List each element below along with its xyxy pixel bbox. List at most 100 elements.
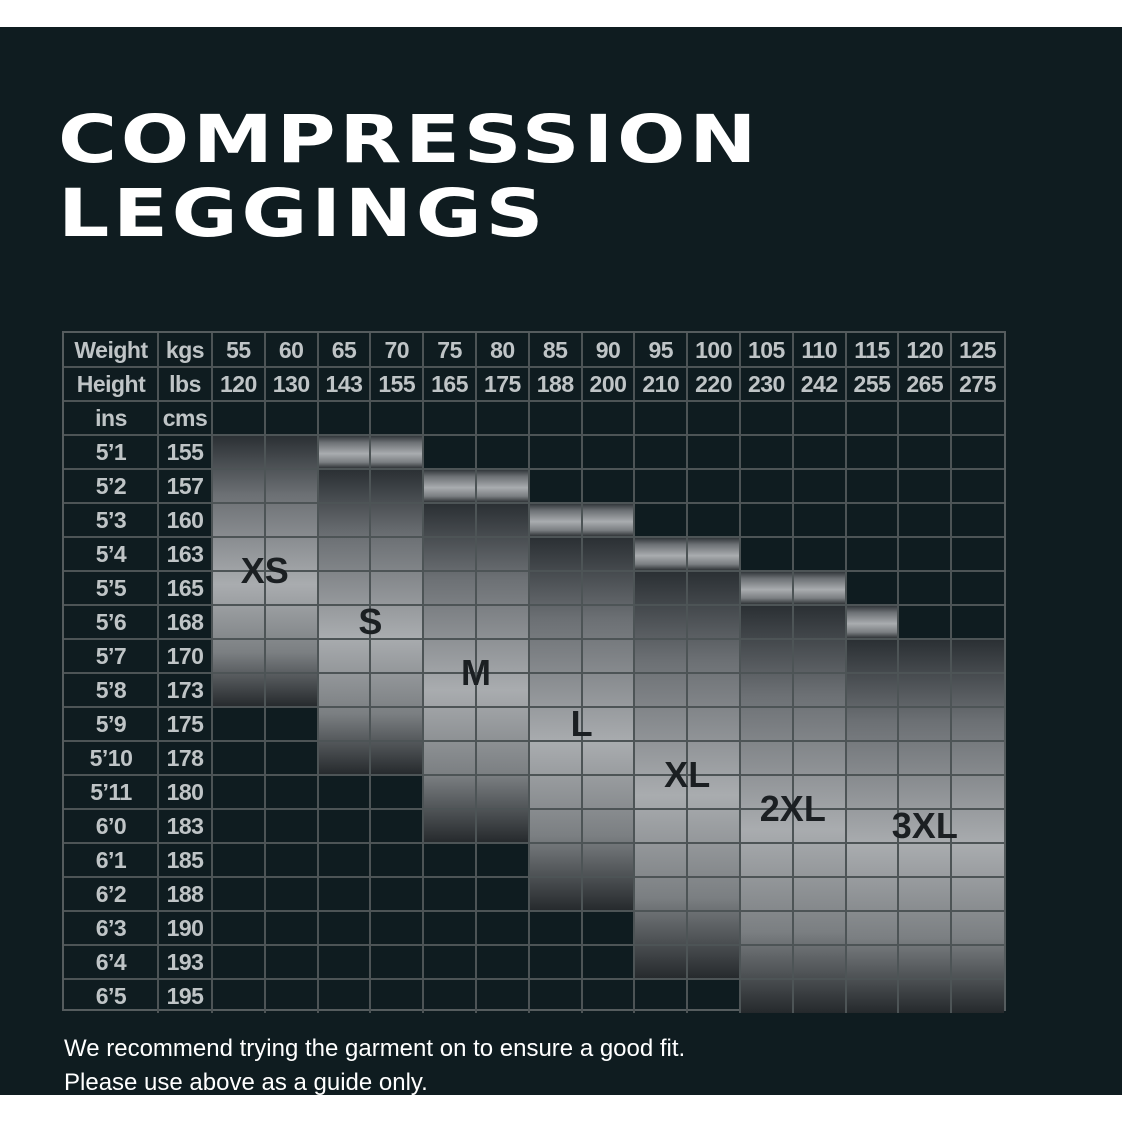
row-height-cms: 165	[166, 574, 204, 601]
header-value: 143	[325, 370, 363, 397]
header-value: 75	[437, 336, 462, 363]
row-height-ins: 6’0	[95, 812, 127, 839]
row-height-ins: 5’9	[95, 710, 127, 737]
row-height-cms: 163	[166, 540, 204, 567]
row-height-cms: 185	[166, 846, 204, 873]
grid-line-h	[64, 740, 1004, 742]
header-value: 210	[642, 370, 680, 397]
row-height-ins: 5’5	[95, 574, 127, 601]
guide-disclaimer-note: Please use above as a guide only.	[64, 1069, 428, 1096]
header-unit: cms	[162, 404, 208, 431]
header-value: 80	[490, 336, 515, 363]
row-height-ins: 6’3	[95, 914, 127, 941]
title-line-1: COMPRESSION	[58, 101, 761, 178]
header-label: ins	[95, 404, 127, 431]
grid-line-h	[64, 468, 1004, 470]
grid-line-h	[64, 638, 1004, 640]
header-value: 95	[648, 336, 674, 363]
grid-line-v	[316, 333, 319, 1013]
row-height-ins: 5’10	[89, 744, 133, 771]
row-height-ins: 5’2	[95, 472, 127, 499]
header-value: 200	[589, 370, 627, 397]
size-label-3xl: 3XL	[891, 805, 958, 846]
fit-recommendation-note: We recommend trying the garment on to en…	[64, 1035, 686, 1062]
header-value: 230	[747, 370, 785, 397]
grid-line-h	[64, 842, 1004, 844]
row-height-cms: 157	[166, 472, 204, 499]
grid-line-h	[64, 604, 1004, 606]
grid-line-h	[64, 944, 1004, 946]
grid-line-v	[422, 333, 425, 1013]
grid-line-h	[64, 672, 1004, 674]
row-height-cms: 190	[166, 914, 204, 941]
title-line-2: LEGGINGS	[58, 175, 548, 252]
row-height-cms: 170	[166, 642, 204, 669]
row-height-ins: 5’4	[95, 540, 127, 567]
grid-line-v	[897, 333, 900, 1013]
grid-line-h	[64, 808, 1004, 810]
size-label-l: L	[570, 703, 593, 744]
header-value: 265	[906, 370, 944, 397]
grid-line-h	[64, 434, 1004, 436]
row-height-cms: 173	[166, 676, 204, 703]
row-height-ins: 6’1	[95, 846, 127, 873]
header-value: 275	[959, 370, 997, 397]
grid-line-v	[157, 333, 159, 1013]
row-height-cms: 193	[166, 948, 204, 975]
size-label-xl: XL	[664, 754, 711, 795]
header-value: 165	[431, 370, 469, 397]
size-chart-panel: COMPRESSION LEGGINGS Weight kgs 55 60 65 70 75…	[0, 27, 1122, 1096]
grid-line-v	[739, 333, 741, 1013]
header-value: 105	[747, 336, 785, 363]
grid-line-h	[64, 876, 1004, 878]
grid-line-h	[64, 366, 1004, 368]
size-band-3xl	[845, 639, 1004, 1013]
grid-line-v	[633, 333, 636, 1013]
grid-line-v	[369, 333, 372, 1013]
row-height-ins: 6’4	[95, 948, 127, 975]
size-band-3xl	[845, 605, 899, 639]
grid-line-v	[211, 333, 213, 1013]
size-grid: Weight kgs 55 60 65 70 75 80 85 90 95 100 105 110 115 1…	[62, 331, 1006, 1013]
row-height-cms: 155	[166, 438, 204, 465]
row-height-cms: 178	[166, 744, 204, 771]
grid-line-h	[64, 536, 1004, 538]
header-value: 60	[278, 336, 304, 363]
row-height-cms: 175	[166, 710, 204, 737]
grid-line-h	[64, 910, 1004, 912]
row-height-cms: 183	[166, 812, 204, 839]
header-value: 125	[959, 336, 997, 363]
header-value: 242	[800, 370, 838, 397]
header-value: 255	[853, 370, 891, 397]
row-height-ins: 5’8	[95, 676, 127, 703]
row-height-cms: 168	[166, 608, 204, 635]
grid-line-h	[64, 570, 1004, 572]
header-value: 110	[801, 336, 837, 363]
grid-line-v	[475, 333, 477, 1013]
row-height-cms: 195	[166, 982, 204, 1009]
size-label-s: S	[358, 601, 383, 642]
grid-line-v	[686, 333, 689, 1013]
grid-line-h	[64, 502, 1004, 504]
header-label: Weight	[74, 336, 148, 363]
grid-line-v	[791, 333, 794, 1013]
row-height-ins: 5’6	[95, 608, 127, 635]
grid-line-v	[950, 333, 953, 1013]
grid-line-v	[844, 333, 847, 1013]
row-height-cms: 188	[166, 880, 204, 907]
size-label-xs: XS	[240, 550, 289, 591]
row-height-ins: 6’5	[95, 982, 127, 1009]
grid-line-v	[263, 333, 266, 1013]
grid-line-h	[64, 400, 1004, 402]
header-value: 120	[219, 370, 257, 397]
grid-line-h	[64, 978, 1004, 980]
header-unit: kgs	[165, 336, 205, 363]
size-label-2xl: 2XL	[759, 788, 826, 829]
grid-line-v	[580, 333, 583, 1013]
size-label-m: M	[461, 652, 491, 693]
grid-line-h	[64, 774, 1004, 776]
row-height-cms: 160	[166, 506, 204, 533]
row-height-ins: 5’11	[90, 778, 132, 805]
header-value: 155	[378, 370, 416, 397]
row-height-ins: 6’2	[95, 880, 127, 907]
